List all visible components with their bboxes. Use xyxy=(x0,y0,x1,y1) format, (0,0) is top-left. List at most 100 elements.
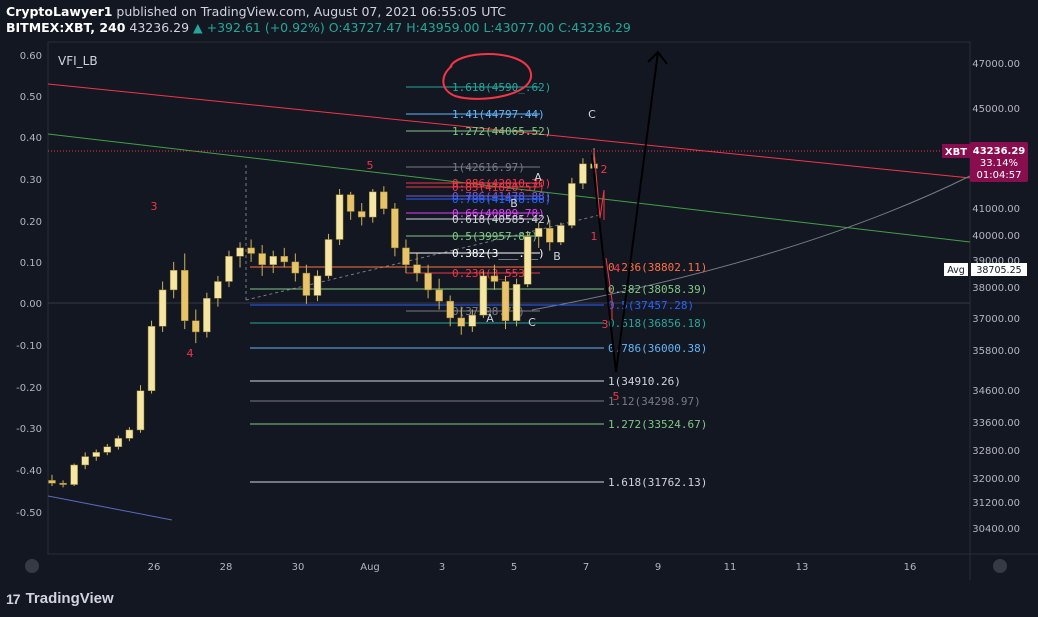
grey-curve[interactable] xyxy=(531,175,971,311)
wave-label-red: 2 xyxy=(601,163,608,176)
candle-body xyxy=(357,211,366,218)
candle-body xyxy=(147,326,156,391)
price-axis-tick: 38000.00 xyxy=(972,283,1020,294)
high-value: H:43959.00 xyxy=(406,20,480,35)
candle-body xyxy=(313,275,322,296)
time-axis-tick: 9 xyxy=(655,562,661,573)
fib-extension-lower[interactable]: 0.236(38802.11) 0.382(38058.39) 0.5(37457.… xyxy=(250,261,707,489)
tradingview-logo-icon: 17 xyxy=(6,590,21,607)
price-axis-tick: 40000.00 xyxy=(972,231,1020,242)
wave-labels: 3 4 5 2 1 4 3 5 A B C A B C xyxy=(151,108,621,403)
candle-body xyxy=(192,320,200,333)
candle-body xyxy=(59,482,67,485)
left-axis-tick: 0.30 xyxy=(20,175,42,186)
time-axis: 26 28 30 Aug 3 5 7 9 11 13 16 xyxy=(148,562,917,573)
candle-body xyxy=(125,429,134,439)
green-trendline[interactable] xyxy=(47,133,971,243)
left-settings-icon[interactable] xyxy=(25,559,39,573)
left-axis-tick: 0.40 xyxy=(20,133,42,144)
wave-label-white: C xyxy=(588,108,596,121)
candle-body xyxy=(501,281,510,321)
wave-label-red: 1 xyxy=(591,230,598,243)
fib-upper-level-label: 0.236(3_553) xyxy=(452,267,531,280)
candle-body xyxy=(236,247,244,257)
fib-diagonal-dash xyxy=(245,214,601,301)
tradingview-brand-text: TradingView xyxy=(25,590,114,607)
time-axis-tick: 13 xyxy=(796,562,809,573)
left-axis-tick: 0.00 xyxy=(20,299,42,310)
fib-upper-level-label: 0.85(41820.57) xyxy=(452,181,545,194)
price-axis-tick: 37000.00 xyxy=(972,314,1020,325)
candle-body xyxy=(92,452,100,457)
blue-trendline[interactable] xyxy=(47,495,173,521)
candle-body xyxy=(258,253,266,265)
price-axis-tick: 41000.00 xyxy=(972,204,1020,215)
price-axis-tick: 30400.00 xyxy=(972,524,1020,535)
time-axis-tick: 5 xyxy=(511,562,517,573)
candles xyxy=(48,148,598,488)
wave-label-white: B xyxy=(553,250,561,263)
candle-body xyxy=(136,390,145,431)
time-axis-tick: 28 xyxy=(220,562,233,573)
wave-label-white: A xyxy=(486,312,494,325)
red-wave-sketch-2 xyxy=(605,257,613,320)
candle-body xyxy=(468,314,477,327)
candle-body xyxy=(446,300,454,319)
price-badge-pct: 33.14% xyxy=(980,158,1018,169)
fib-upper-level-label: 1.41(44797.44) xyxy=(452,108,545,121)
fib-upper-level-label: 0.5(39957.87) xyxy=(452,230,538,243)
price-axis: 47000.00 45000.00 41000.00 40000.00 39000.00… xyxy=(972,59,1020,535)
fib-lower-level-label: 0.618(36856.18) xyxy=(608,317,707,330)
avg-label: Avg xyxy=(947,265,965,276)
open-value: O:43727.47 xyxy=(328,20,403,35)
fib-lower-level-label: 1.12(34298.97) xyxy=(608,395,701,408)
fib-lower-level-label: 1.618(31762.13) xyxy=(608,476,707,489)
arrow-head-icon xyxy=(647,50,668,65)
left-axis-tick: -0.30 xyxy=(16,424,42,435)
candle-body xyxy=(523,236,532,285)
wave-label-red: 3 xyxy=(602,318,609,331)
fib-upper-level-label: 1.272(44065.52) xyxy=(452,125,551,138)
left-axis: 0.60 0.50 0.40 0.30 0.20 0.10 0.00 -0.10 -0.20 -0… xyxy=(16,51,42,519)
fib-upper-level-label: 0.66(40809.78) xyxy=(452,207,545,220)
avg-value: 38705.25 xyxy=(976,265,1021,276)
avg-value-box xyxy=(971,263,1027,276)
wave-label-red: 5 xyxy=(613,390,620,403)
close-value: C:43236.29 xyxy=(558,20,631,35)
price-axis-tick: 39000.00 xyxy=(972,256,1020,267)
fib-upper-level-label: 0.618(40585.42) xyxy=(452,213,551,226)
ohlc-line: BITMEX:XBT, 240 43236.29 ▲ +392.61 (+0.9… xyxy=(6,20,631,36)
symbol-label[interactable]: BITMEX:XBT, 240 xyxy=(6,20,126,35)
candle-body xyxy=(512,284,521,321)
left-axis-tick: 0.60 xyxy=(20,51,42,62)
time-axis-tick: 30 xyxy=(292,562,305,573)
symbol-badge xyxy=(942,144,970,158)
candle-body xyxy=(81,456,89,466)
avg-label-box xyxy=(944,263,968,276)
left-axis-tick: -0.50 xyxy=(16,508,42,519)
candle-body xyxy=(114,438,123,448)
auto-scale-icon[interactable] xyxy=(993,559,1007,573)
price-badge-time: 01:04:57 xyxy=(977,170,1022,181)
fib-upper-level-label: 0.786(41478.88) xyxy=(452,190,551,203)
symbol-badge-text: XBT xyxy=(945,147,967,158)
wave-label-white: B xyxy=(510,197,518,210)
time-axis-tick: 3 xyxy=(439,562,445,573)
wave-label-red: 4 xyxy=(187,347,194,360)
publisher-name[interactable]: CryptoLawyer1 xyxy=(6,4,113,19)
fib-upper-level-label: 1(42616.97) xyxy=(452,161,525,174)
time-axis-tick: 11 xyxy=(724,562,737,573)
candle-body xyxy=(214,281,222,299)
projection-arrow-path[interactable] xyxy=(591,51,659,373)
candle-body xyxy=(180,270,189,321)
low-value: L:43077.00 xyxy=(483,20,555,35)
hand-drawn-circle xyxy=(442,53,533,100)
candle-body xyxy=(291,261,300,274)
fib-lower-level-label: 1.272(33524.67) xyxy=(608,418,707,431)
candle-body xyxy=(424,272,432,291)
fib-lower-level-label: 0.236(38802.11) xyxy=(608,261,707,274)
left-axis-tick: -0.40 xyxy=(16,466,42,477)
footer-brand[interactable]: 17 TradingView xyxy=(6,590,114,607)
left-axis-tick: -0.20 xyxy=(16,383,42,394)
